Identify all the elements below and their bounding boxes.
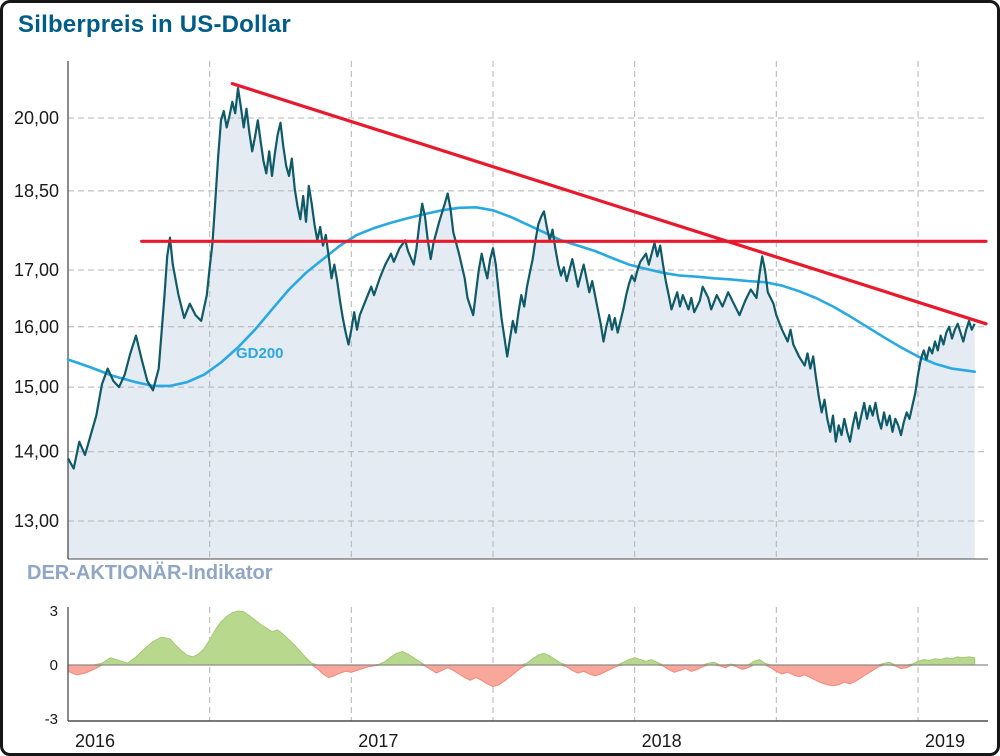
indicator-area-positive [68, 610, 976, 666]
price-line [67, 87, 976, 470]
chart-canvas: 13,00 14,00 15,00 16,00 17,00 18,50 20,00 3 0 -3 2… [14, 61, 988, 751]
y-axis-tick-label: 16,00 [14, 317, 59, 337]
gd200-series-label: GD200 [236, 345, 284, 362]
y-axis-tick-label: 20,00 [14, 108, 59, 128]
trendline [230, 82, 988, 326]
gd200-line [66, 206, 976, 388]
x-axis-tick-label: 2017 [358, 731, 398, 751]
x-axis-tick-label: 2016 [75, 731, 115, 751]
y-axis-tick-label: 13,00 [14, 511, 59, 531]
y-axis-tick-label: 17,00 [14, 260, 59, 280]
y-axis-tick-label: 18,50 [14, 181, 59, 201]
indicator-tick-label: -3 [45, 711, 58, 728]
price-area-fill [68, 88, 975, 559]
indicator-area-negative [67, 664, 975, 688]
indicator-tick-label: 0 [50, 657, 58, 674]
y-axis-tick-label: 15,00 [14, 377, 59, 397]
indicator-tick-label: 3 [50, 603, 58, 620]
x-axis-tick-label: 2018 [642, 731, 682, 751]
indicator-panel-title: DER-AKTIONÄR-Indikator [27, 562, 273, 584]
x-axis-tick-label: 2019 [925, 731, 965, 751]
y-axis-tick-label: 14,00 [14, 442, 59, 462]
page-title: Silberpreis in US-Dollar [18, 11, 291, 38]
